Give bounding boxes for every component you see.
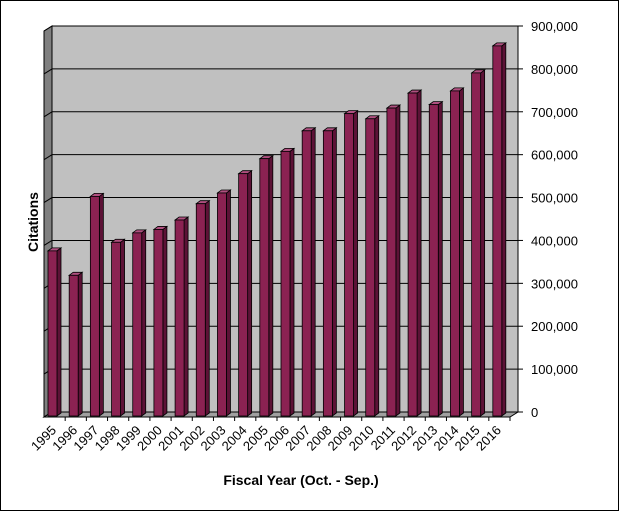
bar-front <box>111 241 121 417</box>
bar-side <box>331 126 337 417</box>
bar-side <box>437 100 443 417</box>
bar <box>322 126 338 417</box>
bar-side <box>204 199 210 417</box>
bar-front <box>174 219 185 417</box>
bar-side <box>353 109 358 417</box>
bar-front <box>301 130 312 417</box>
gridline-side <box>43 25 53 32</box>
bar-front <box>322 130 333 417</box>
bar <box>385 104 402 417</box>
bar <box>470 69 486 417</box>
bar <box>300 126 317 417</box>
y-tick-label: 400,000 <box>531 233 578 248</box>
bar <box>343 109 359 417</box>
bar-front <box>47 250 58 417</box>
y-tick-label: 0 <box>531 405 538 420</box>
bar <box>406 89 423 417</box>
bar-front <box>386 107 397 417</box>
y-tick-label: 200,000 <box>531 319 578 334</box>
bar-side <box>480 69 486 417</box>
bar-side <box>226 189 231 417</box>
bar <box>110 238 126 417</box>
bar <box>67 271 84 417</box>
bar-side <box>501 42 507 417</box>
x-tick-label: 2016 <box>473 423 504 454</box>
y-tick-label: 300,000 <box>531 276 578 291</box>
bar-front <box>259 158 270 417</box>
bar-front <box>450 90 460 417</box>
bar-front <box>68 274 79 417</box>
y-tick-label: 100,000 <box>531 362 578 377</box>
bar <box>152 225 169 417</box>
bar-front <box>428 104 439 417</box>
bar <box>364 114 380 417</box>
bar-side <box>459 87 464 417</box>
y-tick-label: 700,000 <box>531 105 578 120</box>
bar <box>131 229 147 417</box>
bar-front <box>280 150 291 417</box>
bar <box>258 154 275 417</box>
bar <box>491 42 508 417</box>
y-tick-label: 900,000 <box>531 19 578 34</box>
gridline-side <box>43 111 53 118</box>
bar-side <box>416 89 422 417</box>
bar-front <box>492 45 503 417</box>
bar <box>195 199 211 417</box>
bar-front <box>238 173 249 417</box>
bar <box>216 189 232 417</box>
bar <box>237 169 253 417</box>
bar-front <box>217 192 227 417</box>
bar-side <box>310 126 316 417</box>
bar <box>279 147 296 417</box>
bar-front <box>195 203 206 417</box>
y-tick-label: 500,000 <box>531 191 578 206</box>
bar-side <box>183 216 189 417</box>
bar-side <box>98 192 104 417</box>
y-axis-title: Citations <box>25 192 41 252</box>
bar-front <box>132 232 143 417</box>
bar-side <box>77 271 83 417</box>
bar-side <box>162 225 168 417</box>
bar-front <box>153 229 164 417</box>
bar-side <box>247 169 253 417</box>
bars <box>46 42 511 421</box>
bar-side <box>120 238 125 417</box>
gridline-side <box>43 68 53 75</box>
bar-front <box>471 72 482 417</box>
bar-side <box>56 247 62 417</box>
gridline-side <box>43 240 53 246</box>
x-tick-labels: 1995199619971998199920002001200220032004… <box>28 423 504 454</box>
bar <box>449 87 465 417</box>
y-tick-label: 800,000 <box>531 62 578 77</box>
bar-side <box>395 104 401 417</box>
bar-front <box>344 113 354 417</box>
gridline-side <box>43 154 53 161</box>
bar-front <box>407 92 418 417</box>
bar-side <box>141 229 147 417</box>
bar-side <box>289 147 295 417</box>
y-tick-label: 600,000 <box>531 148 578 163</box>
bar-front <box>89 196 100 417</box>
y-tick-labels: 0 100,000 200,000 300,000 400,000 500,000 600,… <box>531 19 578 420</box>
bar <box>46 247 63 417</box>
gridline-side <box>43 197 53 203</box>
bar-side <box>374 114 380 417</box>
bar <box>173 216 190 417</box>
x-axis-title: Fiscal Year (Oct. - Sep.) <box>223 472 378 488</box>
bar-front <box>365 118 376 417</box>
bar-side <box>268 154 274 417</box>
bar <box>428 100 444 417</box>
bar <box>89 192 105 417</box>
